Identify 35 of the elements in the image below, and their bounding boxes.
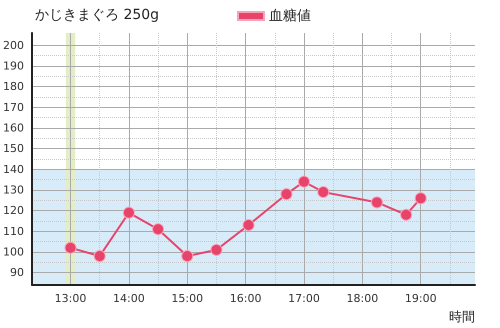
legend-label: 血糖値	[269, 8, 311, 24]
point	[400, 208, 412, 221]
y-tick-label: 200	[2, 38, 24, 52]
y-tick-label: 120	[2, 204, 24, 218]
x-tick-label: 13:00	[54, 292, 86, 305]
x-tick-label: 17:00	[288, 292, 320, 305]
x-axis-title: 時間	[449, 310, 475, 325]
x-tick-label: 18:00	[346, 292, 378, 305]
x-tick-label: 14:00	[113, 292, 145, 305]
point	[370, 196, 383, 208]
point	[317, 186, 330, 198]
y-tick-label: 90	[10, 266, 24, 280]
point	[280, 188, 292, 200]
y-tick-label: 160	[2, 122, 24, 135]
point	[64, 242, 77, 254]
x-tick-label: 19:00	[404, 292, 437, 305]
point	[122, 206, 135, 219]
point	[414, 192, 427, 204]
point	[210, 244, 222, 256]
point	[152, 223, 164, 236]
y-tick-label: 100	[2, 245, 24, 258]
y-tick-label: 170	[2, 100, 24, 114]
y-tick-label: 190	[2, 60, 24, 73]
y-tick-label: 180	[2, 80, 24, 94]
y-tick-label: 110	[2, 224, 24, 238]
y-tick-label: 150	[2, 142, 24, 156]
y-tick-label: 140	[2, 162, 24, 176]
point	[298, 176, 310, 188]
x-tick-label: 16:00	[230, 292, 262, 305]
chart-title: かじきまぐろ 250g	[35, 7, 160, 23]
y-tick-label: 130	[2, 183, 24, 196]
point	[181, 250, 194, 262]
point	[242, 219, 255, 232]
point	[94, 250, 106, 262]
x-tick-label: 15:00	[171, 292, 204, 305]
